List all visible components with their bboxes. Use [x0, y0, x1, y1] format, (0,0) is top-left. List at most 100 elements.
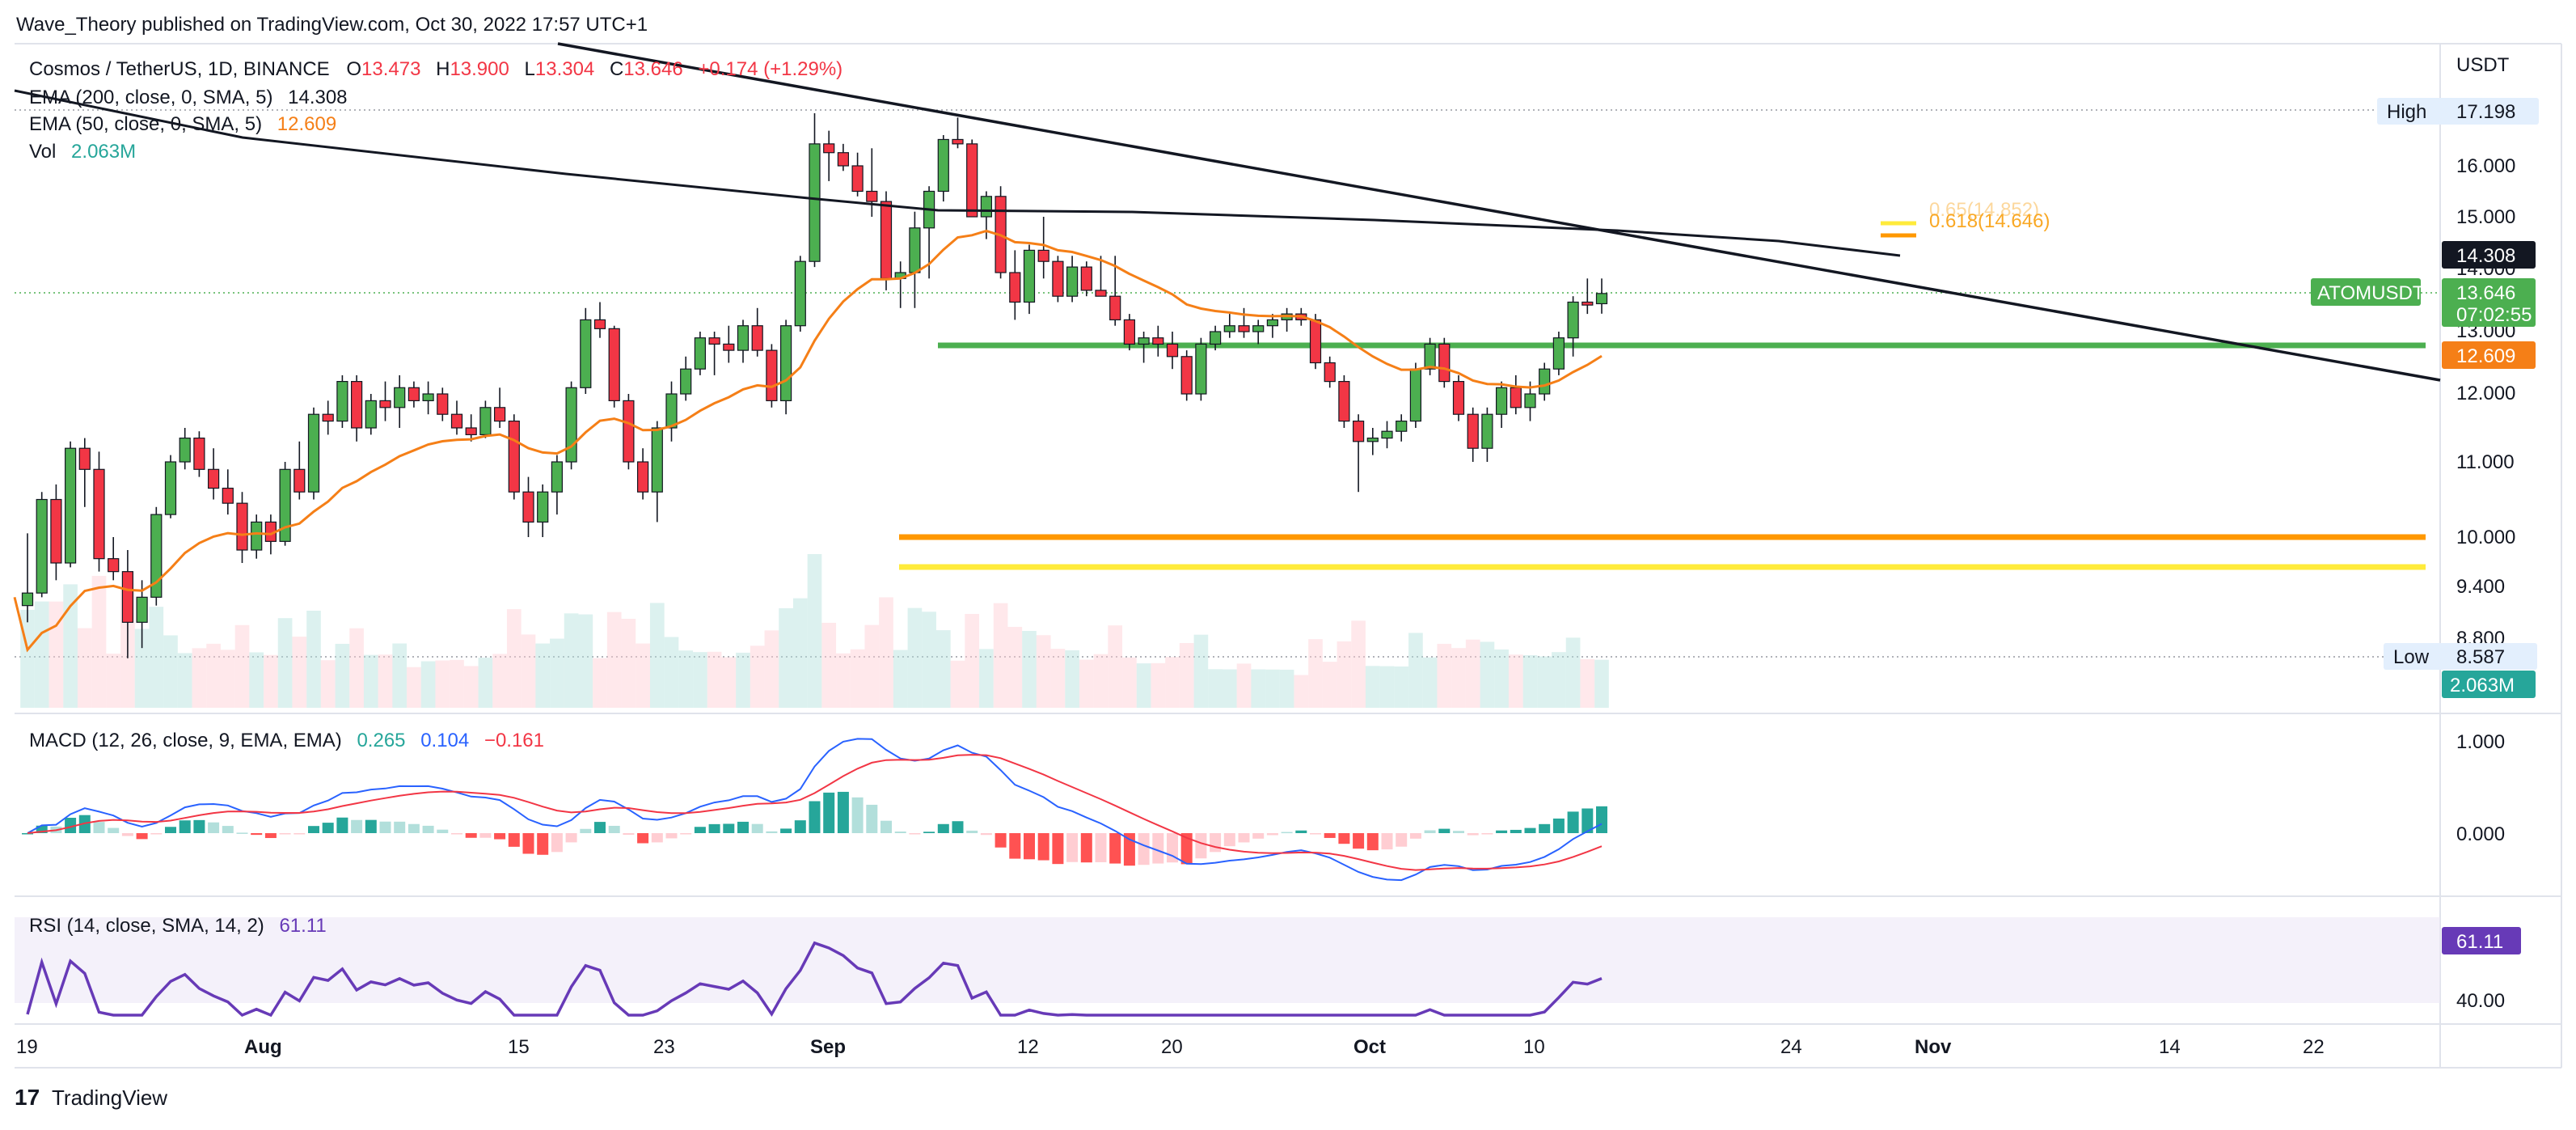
candle-body: [1109, 295, 1121, 321]
time-label: 10: [1523, 1036, 1545, 1058]
candle: [995, 186, 1007, 279]
candle: [1539, 362, 1551, 401]
volume-bar: [1122, 657, 1137, 708]
volume-bar: [1136, 663, 1151, 708]
candle-body: [779, 325, 792, 402]
macd-histogram-bar: [1310, 833, 1321, 835]
volume-bar: [1208, 669, 1223, 708]
candle-body: [508, 420, 520, 493]
candle-body: [379, 400, 391, 408]
macd-histogram-bar: [22, 833, 33, 835]
volume-bar: [935, 630, 951, 708]
volume-bar: [779, 607, 793, 708]
time-label: 20: [1161, 1036, 1183, 1058]
candle-body: [493, 407, 506, 422]
candle-body: [1467, 413, 1479, 449]
macd-histogram-bar: [279, 833, 291, 835]
vol-legend: Vol 2.063M: [29, 141, 136, 163]
candle: [336, 375, 348, 428]
candle-body: [422, 393, 434, 401]
volume-bar: [807, 554, 822, 708]
candle-body: [937, 138, 949, 193]
volume-bar: [1465, 639, 1480, 708]
price-axis[interactable]: USDT 16.000 15.000 14.000 13.000 12.000 …: [2456, 54, 2515, 702]
volume-bar: [721, 657, 737, 708]
macd-panel: [22, 791, 1607, 866]
candle-body: [1481, 413, 1493, 449]
volume-bar: [1322, 662, 1337, 708]
candle: [723, 325, 735, 363]
volume-bar: [792, 598, 808, 708]
signal-line: [27, 754, 1603, 871]
macd-histogram-bar: [351, 819, 363, 833]
price-tick: 16.000: [2456, 155, 2515, 177]
macd-histogram-bar: [36, 825, 48, 833]
candle-body: [522, 491, 534, 523]
ema50-line: [13, 229, 1603, 653]
candle: [1066, 256, 1079, 303]
candle-body: [1166, 343, 1179, 358]
time-label: 19: [16, 1036, 38, 1058]
macd-histogram-bar: [1138, 833, 1150, 865]
macd-histogram-bar: [1409, 833, 1421, 839]
macd-histogram-bar: [637, 833, 649, 844]
candle: [1567, 296, 1579, 357]
macd-histogram-bar: [1366, 833, 1379, 851]
macd-histogram-bar: [293, 833, 306, 835]
volume-bar: [1522, 655, 1538, 708]
candle: [580, 307, 592, 394]
candle-body: [966, 143, 978, 218]
candle: [279, 462, 291, 546]
candle: [937, 135, 949, 202]
macd-histogram-bar: [1252, 833, 1265, 839]
volume-bar: [478, 658, 493, 708]
change-value: +0.174 (+1.29%): [698, 58, 842, 80]
macd-histogram-bar: [165, 827, 176, 833]
volume-bar: [907, 607, 923, 708]
candle-body: [1309, 319, 1322, 364]
time-axis[interactable]: 19 Aug 15 23 Sep 12 20 Oct 10 24 Nov 14 …: [16, 1036, 2325, 1058]
macd-histogram-bar: [1037, 833, 1049, 861]
svg-text:High: High: [2387, 101, 2426, 123]
candle: [565, 381, 577, 470]
candle: [1195, 337, 1207, 401]
macd-histogram-bar: [1539, 823, 1551, 833]
ema200-line: [14, 89, 1901, 257]
last-price-badge: ATOMUSDT 13.646 07:02:55: [2311, 278, 2536, 327]
volume-bar: [349, 628, 364, 708]
time-label: Oct: [1353, 1036, 1386, 1058]
candle: [1023, 244, 1036, 315]
macd-histogram-bar: [1180, 833, 1193, 865]
candles: [21, 113, 1608, 658]
volume-bar: [320, 660, 336, 708]
svg-text:8.587: 8.587: [2456, 646, 2505, 668]
candle: [823, 130, 835, 181]
candle-body: [565, 387, 577, 463]
candle: [1009, 250, 1021, 320]
volume-bar: [535, 643, 551, 708]
volume-bar: [206, 643, 221, 708]
candle-body: [1567, 301, 1579, 339]
macd-histogram-bar: [794, 820, 806, 833]
time-label: 22: [2303, 1036, 2325, 1058]
candle-body: [537, 491, 549, 523]
volume-bar: [1422, 657, 1438, 708]
candle: [78, 438, 91, 507]
candle-body: [1223, 325, 1235, 332]
candle-body: [1209, 331, 1222, 345]
macd-histogram-bar: [823, 792, 835, 833]
volume-bar: [1508, 654, 1523, 708]
macd-histogram-bar: [594, 822, 606, 833]
candle-body: [307, 413, 320, 493]
candle: [64, 441, 77, 568]
volume-bar: [979, 649, 994, 708]
tradingview-logo[interactable]: 17 TradingView: [15, 1085, 167, 1110]
candle: [193, 431, 205, 477]
macd-histogram-bar: [494, 833, 506, 840]
volume-bar: [593, 658, 607, 708]
candle: [1552, 332, 1565, 375]
macd-histogram-bar: [1152, 833, 1164, 864]
volume-bar: [420, 661, 436, 708]
candle: [1396, 414, 1408, 442]
